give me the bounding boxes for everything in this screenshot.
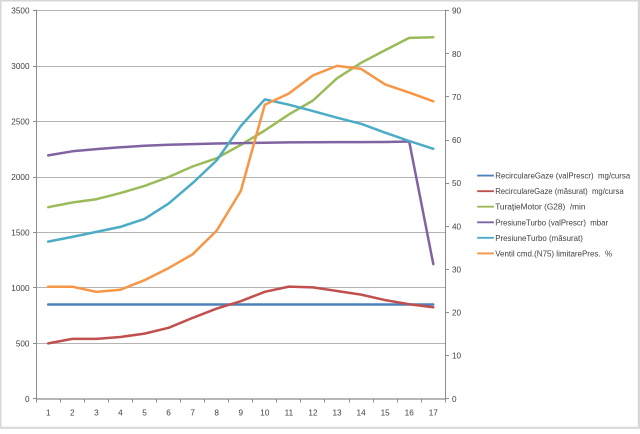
svg-text:50: 50 <box>452 179 462 188</box>
svg-text:5: 5 <box>142 409 147 418</box>
svg-text:10: 10 <box>452 352 462 361</box>
svg-text:4: 4 <box>118 409 123 418</box>
svg-text:1000: 1000 <box>11 284 30 293</box>
svg-text:Ventil cmd.(N75) limitarePres.: Ventil cmd.(N75) limitarePres. % <box>495 248 612 258</box>
svg-text:RecirculareGaze (măsurat) mg/: RecirculareGaze (măsurat) mg/cursa <box>495 186 624 196</box>
svg-text:2500: 2500 <box>11 118 30 127</box>
svg-text:PresiuneTurbo (valPrescr) mba: PresiuneTurbo (valPrescr) mbar <box>495 217 608 227</box>
svg-text:2000: 2000 <box>11 173 30 182</box>
svg-text:30: 30 <box>452 265 462 274</box>
svg-text:RecirculareGaze (valPrescr) m: RecirculareGaze (valPrescr) mg/cursa <box>495 171 630 181</box>
svg-text:80: 80 <box>452 50 462 59</box>
svg-text:3000: 3000 <box>11 62 30 71</box>
svg-text:15: 15 <box>381 409 391 418</box>
svg-text:0: 0 <box>452 395 457 404</box>
svg-text:40: 40 <box>452 222 462 231</box>
svg-text:1: 1 <box>46 409 51 418</box>
svg-text:3500: 3500 <box>11 7 30 16</box>
svg-text:0: 0 <box>25 395 30 404</box>
svg-text:500: 500 <box>16 339 30 348</box>
svg-text:12: 12 <box>308 409 318 418</box>
svg-text:20: 20 <box>452 309 462 318</box>
svg-text:11: 11 <box>285 409 294 418</box>
svg-text:16: 16 <box>405 409 415 418</box>
svg-text:2: 2 <box>70 409 75 418</box>
svg-text:60: 60 <box>452 136 462 145</box>
svg-text:10: 10 <box>260 409 270 418</box>
svg-text:70: 70 <box>452 93 462 102</box>
svg-text:90: 90 <box>452 7 462 16</box>
svg-text:PresiuneTurbo (măsurat): PresiuneTurbo (măsurat) <box>495 233 583 243</box>
svg-text:13: 13 <box>332 409 342 418</box>
svg-text:TuraţieMotor (G28) /min: TuraţieMotor (G28) /min <box>495 202 586 212</box>
svg-text:3: 3 <box>94 409 99 418</box>
svg-text:7: 7 <box>190 409 195 418</box>
svg-text:6: 6 <box>166 409 171 418</box>
svg-text:9: 9 <box>238 409 243 418</box>
svg-text:8: 8 <box>214 409 219 418</box>
svg-text:17: 17 <box>429 409 439 418</box>
svg-text:1500: 1500 <box>11 228 30 237</box>
svg-text:14: 14 <box>357 409 367 418</box>
